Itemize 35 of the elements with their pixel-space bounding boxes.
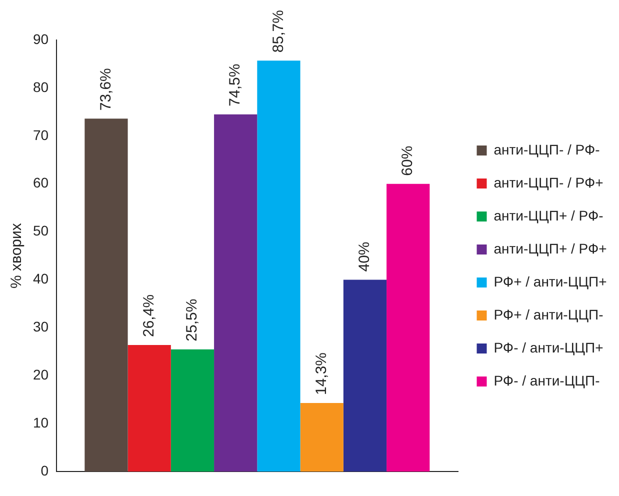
bar bbox=[214, 114, 258, 472]
bar bbox=[170, 349, 214, 472]
bar bbox=[128, 345, 171, 472]
bar bbox=[343, 280, 387, 472]
y-axis-title: % хворих bbox=[8, 222, 26, 288]
legend-label: РФ+ / анти-ЦЦП- bbox=[494, 306, 604, 322]
legend-label: анти-ЦЦП+ / РФ+ bbox=[494, 240, 607, 256]
data-label: 60% bbox=[399, 146, 416, 176]
bar bbox=[257, 60, 300, 472]
bar bbox=[84, 118, 128, 472]
y-tick-label: 40 bbox=[32, 270, 49, 287]
y-tick-label: 80 bbox=[32, 78, 49, 95]
data-label: 73,6% bbox=[97, 68, 114, 111]
y-tick-label: 30 bbox=[32, 318, 49, 335]
y-tick-label: 50 bbox=[32, 222, 49, 239]
legend-label: РФ- / анти-ЦЦП+ bbox=[494, 339, 604, 356]
data-label: 85,7% bbox=[270, 10, 287, 53]
y-tick-label: 10 bbox=[32, 414, 49, 431]
data-label: 74,5% bbox=[226, 64, 244, 106]
data-label: 26,4% bbox=[140, 294, 158, 337]
bar bbox=[386, 184, 430, 472]
legend-label: РФ+ / анти-ЦЦП+ bbox=[494, 273, 607, 290]
y-tick-label: 70 bbox=[32, 126, 49, 143]
y-tick-label: 90 bbox=[32, 30, 49, 47]
legend-label: РФ- / анти-ЦЦП- bbox=[494, 372, 600, 388]
data-label: 25,5% bbox=[184, 298, 201, 342]
y-tick-label: 20 bbox=[32, 366, 49, 383]
legend-label: анти-ЦЦП+ / РФ- bbox=[494, 207, 604, 224]
y-tick-label: 60 bbox=[32, 174, 49, 191]
y-tick-label: 0 bbox=[40, 462, 49, 478]
legend-label: анти-ЦЦП- / РФ- bbox=[494, 141, 600, 158]
bar bbox=[300, 403, 344, 472]
legend-label: анти-ЦЦП- / РФ+ bbox=[494, 174, 604, 190]
data-label: 14,3% bbox=[312, 352, 330, 396]
data-label: 40% bbox=[356, 242, 374, 272]
